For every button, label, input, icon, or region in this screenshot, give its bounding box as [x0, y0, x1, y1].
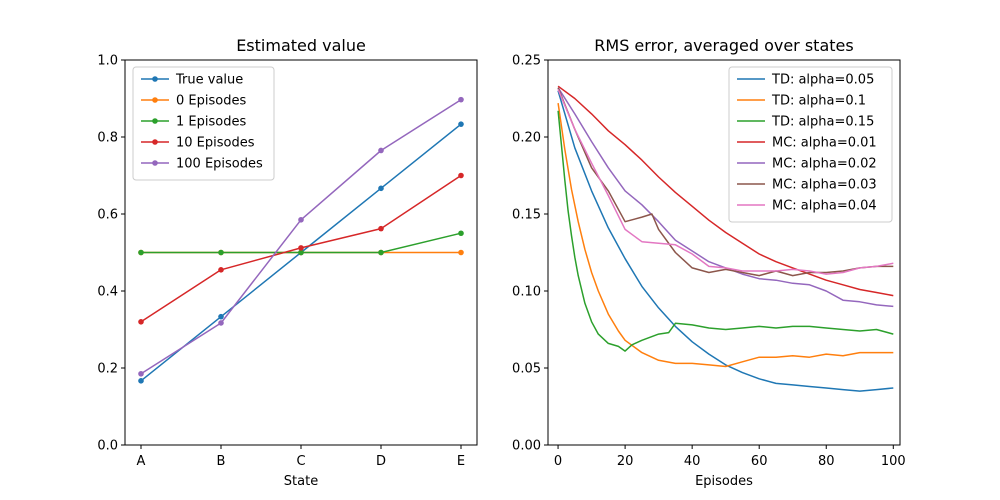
- estimated-value-chart: Estimated value A B C D E 0.0 0.2 0.4 0.6 0.8 1.0…: [97, 36, 478, 489]
- data-point-10-episodes: [458, 172, 464, 179]
- data-point-100-episodes: [298, 216, 304, 223]
- legend-marker: [152, 118, 158, 124]
- legend-entry-true-value: True value: [175, 73, 243, 88]
- x-axis-ticks: A B C D E: [137, 445, 465, 469]
- x-tick-label: 80: [818, 454, 835, 469]
- x-tick-label: 60: [751, 454, 768, 469]
- legend-entry-td-alpha-0-1: TD: alpha=0.1: [771, 94, 866, 109]
- data-point-1-episodes: [458, 230, 464, 237]
- legend-marker: [152, 76, 158, 82]
- legend-entry-mc-alpha-0-03: MC: alpha=0.03: [772, 178, 877, 193]
- legend-entry-10-episodes: 10 Episodes: [176, 136, 255, 151]
- data-point-1-episodes: [298, 249, 304, 256]
- legend: True value 0 Episodes 1 Episodes 10 Episode…: [132, 66, 275, 181]
- legend-entry-0-episodes: 0 Episodes: [176, 94, 246, 109]
- data-point-100-episodes: [218, 320, 224, 326]
- x-tick-label: 40: [684, 454, 701, 469]
- chart-title: RMS error, averaged over states: [594, 36, 853, 55]
- data-point-0-episodes: [458, 249, 464, 256]
- x-tick-label: 0: [554, 454, 562, 469]
- y-axis-ticks: 0.00 0.05 0.10 0.15 0.20 0.25: [512, 54, 548, 454]
- data-point-1-episodes: [378, 249, 384, 256]
- data-point-true-value: [218, 313, 224, 320]
- y-tick-label: 0.6: [97, 208, 118, 223]
- rms-error-chart: RMS error, averaged over states 0 20 40 60 8…: [512, 36, 906, 489]
- data-point-1-episodes: [138, 249, 144, 256]
- legend-entry-mc-alpha-0-02: MC: alpha=0.02: [772, 157, 877, 172]
- data-point-true-value: [458, 121, 464, 127]
- x-tick-label: B: [217, 454, 226, 469]
- data-point-100-episodes: [378, 147, 384, 154]
- legend-entry-mc-alpha-0-01: MC: alpha=0.01: [772, 136, 877, 151]
- legend-entry-1-episodes: 1 Episodes: [176, 115, 246, 130]
- y-tick-label: 0.05: [512, 362, 541, 377]
- series-line-td-alpha-0-15: [557, 110, 894, 352]
- legend-box: [132, 66, 275, 181]
- chart-marks: [557, 85, 894, 392]
- y-tick-label: 0.4: [97, 285, 118, 300]
- y-tick-label: 1.0: [97, 54, 118, 69]
- legend-entry-100-episodes: 100 Episodes: [176, 157, 263, 172]
- x-tick-label: C: [296, 454, 305, 469]
- data-point-100-episodes: [138, 370, 144, 377]
- legend-entry-td-alpha-0-15: TD: alpha=0.15: [771, 115, 874, 130]
- x-tick-label: D: [376, 454, 386, 469]
- x-axis-label: State: [284, 474, 318, 489]
- x-tick-label: 100: [881, 454, 906, 469]
- data-point-true-value: [378, 185, 384, 192]
- series-line-mc-alpha-0-04: [557, 89, 894, 275]
- data-point-10-episodes: [378, 225, 384, 232]
- axes-frame: [547, 59, 901, 446]
- y-tick-label: 0.20: [512, 131, 541, 146]
- legend-marker: [152, 97, 158, 103]
- data-point-10-episodes: [218, 267, 224, 273]
- y-tick-label: 0.8: [97, 131, 118, 146]
- data-point-1-episodes: [218, 249, 224, 256]
- series-line-td-alpha-0-1: [557, 102, 894, 368]
- data-point-100-episodes: [458, 96, 464, 103]
- chart-title: Estimated value: [236, 36, 366, 55]
- y-tick-label: 0.2: [97, 362, 118, 377]
- x-axis-label: Episodes: [695, 474, 753, 489]
- x-tick-label: 20: [617, 454, 634, 469]
- data-point-10-episodes: [138, 319, 144, 325]
- y-tick-label: 0.0: [97, 439, 118, 454]
- y-tick-label: 0.25: [512, 54, 541, 69]
- series-line-td-alpha-0-05: [557, 90, 894, 392]
- legend-box: [728, 66, 893, 223]
- legend-marker: [152, 160, 158, 166]
- y-axis-ticks: 0.0 0.2 0.4 0.6 0.8 1.0: [97, 54, 125, 454]
- data-point-true-value: [138, 378, 144, 384]
- x-tick-label: E: [457, 454, 465, 469]
- y-tick-label: 0.10: [512, 285, 541, 300]
- series-line-mc-alpha-0-01: [557, 85, 894, 297]
- series-line-mc-alpha-0-03: [557, 87, 894, 277]
- legend-entry-td-alpha-0-05: TD: alpha=0.05: [771, 73, 874, 88]
- legend: TD: alpha=0.05 TD: alpha=0.1 TD: alpha=0.1…: [728, 66, 893, 223]
- y-tick-label: 0.15: [512, 208, 541, 223]
- legend-marker: [152, 139, 158, 145]
- legend-entry-mc-alpha-0-04: MC: alpha=0.04: [772, 199, 877, 214]
- chart-marks: [138, 96, 464, 384]
- y-tick-label: 0.00: [512, 439, 541, 454]
- data-point-10-episodes: [298, 245, 304, 251]
- x-tick-label: A: [137, 454, 146, 469]
- x-axis-ticks: 0 20 40 60 80 100: [554, 445, 906, 469]
